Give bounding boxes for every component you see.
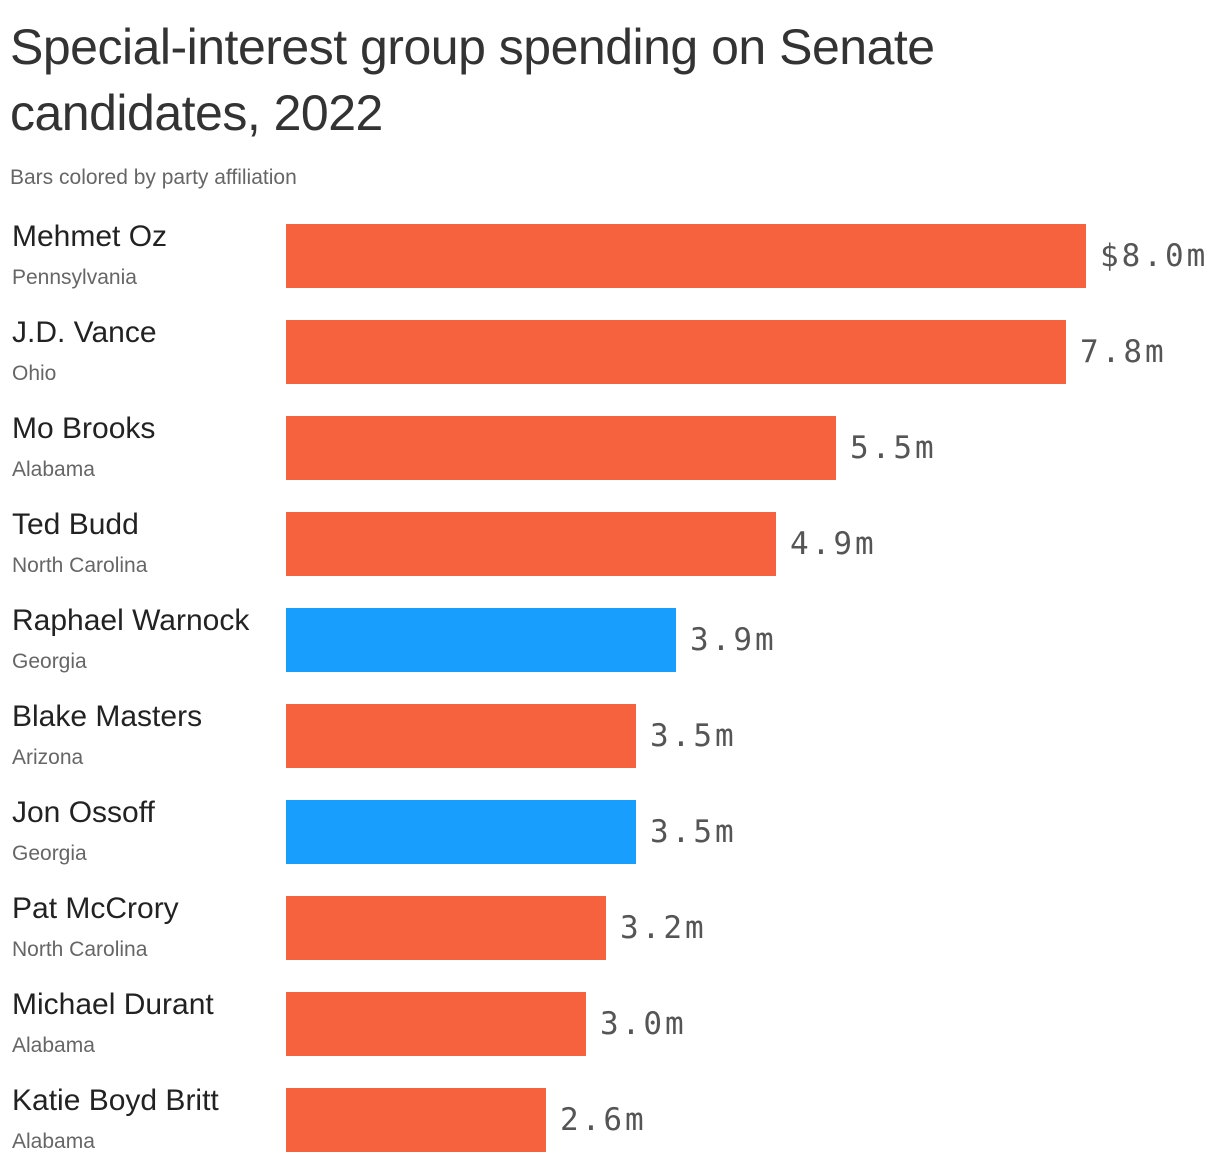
state-label: Georgia xyxy=(12,650,87,673)
category-label: Mehmet Oz xyxy=(12,220,167,253)
category-label: Katie Boyd Britt xyxy=(12,1084,219,1117)
state-label: Alabama xyxy=(12,458,95,481)
bar-row: Jon Ossoff Georgia 3.5m xyxy=(12,796,737,865)
category-label: Pat McCrory xyxy=(12,892,179,925)
bar-row: Raphael Warnock Georgia 3.9m xyxy=(12,604,777,673)
category-label: Ted Budd xyxy=(12,508,139,541)
value-label: 3.0m xyxy=(600,1006,687,1042)
state-label: North Carolina xyxy=(12,938,148,961)
category-label: Mo Brooks xyxy=(12,412,155,445)
bar xyxy=(286,608,676,672)
category-label: Michael Durant xyxy=(12,988,214,1021)
value-label: 4.9m xyxy=(790,526,877,562)
value-label: 5.5m xyxy=(850,430,937,466)
state-label: Pennsylvania xyxy=(12,266,137,289)
bar xyxy=(286,1088,546,1152)
bar-row: Michael Durant Alabama 3.0m xyxy=(12,988,687,1057)
state-label: Alabama xyxy=(12,1130,95,1153)
state-label: North Carolina xyxy=(12,554,148,577)
bar xyxy=(286,512,776,576)
bar-row: Pat McCrory North Carolina 3.2m xyxy=(12,892,707,961)
state-label: Arizona xyxy=(12,746,84,769)
bar xyxy=(286,320,1066,384)
state-label: Ohio xyxy=(12,362,56,385)
chart-subtitle: Bars colored by party affiliation xyxy=(10,166,297,189)
bar-row: Katie Boyd Britt Alabama 2.6m xyxy=(12,1084,647,1153)
value-label: 7.8m xyxy=(1080,334,1167,370)
value-label: 3.9m xyxy=(690,622,777,658)
bar xyxy=(286,992,586,1056)
bar xyxy=(286,800,636,864)
bar-row: Mehmet Oz Pennsylvania $8.0m xyxy=(12,220,1208,289)
value-label: 3.2m xyxy=(620,910,707,946)
value-label: 2.6m xyxy=(560,1102,647,1138)
bar-row: J.D. Vance Ohio 7.8m xyxy=(12,316,1167,385)
state-label: Georgia xyxy=(12,842,87,865)
bar-row: Mo Brooks Alabama 5.5m xyxy=(12,412,937,481)
category-label: J.D. Vance xyxy=(12,316,157,349)
value-label: $8.0m xyxy=(1100,238,1208,274)
category-label: Raphael Warnock xyxy=(12,604,250,637)
value-label: 3.5m xyxy=(650,814,737,850)
value-label: 3.5m xyxy=(650,718,737,754)
category-label: Jon Ossoff xyxy=(12,796,156,829)
state-label: Alabama xyxy=(12,1034,95,1057)
chart-title: Special-interest group spending on Senat… xyxy=(10,19,935,141)
bar-row: Blake Masters Arizona 3.5m xyxy=(12,700,737,769)
bar-row: Ted Budd North Carolina 4.9m xyxy=(12,508,877,577)
bar xyxy=(286,896,606,960)
bar xyxy=(286,704,636,768)
bar xyxy=(286,416,836,480)
category-label: Blake Masters xyxy=(12,700,202,733)
bar xyxy=(286,224,1086,288)
